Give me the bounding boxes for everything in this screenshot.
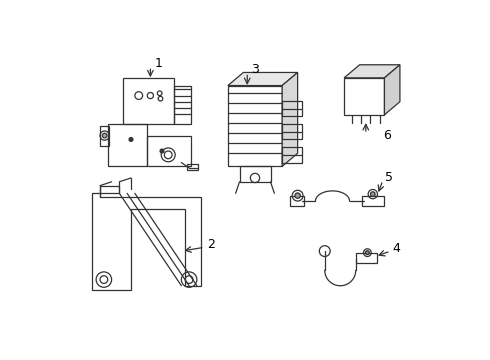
Bar bbox=[356, 253, 377, 264]
Bar bbox=[282, 147, 301, 163]
Bar bbox=[100, 126, 109, 145]
Bar bbox=[123, 78, 173, 124]
Circle shape bbox=[366, 251, 369, 255]
Circle shape bbox=[295, 193, 300, 198]
Bar bbox=[282, 124, 301, 139]
Text: 3: 3 bbox=[251, 63, 259, 76]
Bar bbox=[147, 136, 191, 166]
Bar bbox=[344, 78, 385, 115]
Bar bbox=[282, 101, 301, 116]
Text: 1: 1 bbox=[154, 57, 162, 70]
Circle shape bbox=[160, 149, 164, 153]
Circle shape bbox=[129, 138, 133, 141]
Bar bbox=[108, 124, 147, 166]
Text: 6: 6 bbox=[383, 129, 391, 142]
Bar bbox=[173, 86, 191, 124]
Text: 4: 4 bbox=[392, 242, 400, 255]
Bar bbox=[187, 164, 198, 170]
Polygon shape bbox=[228, 72, 297, 86]
Bar bbox=[240, 166, 270, 182]
Polygon shape bbox=[385, 65, 400, 115]
Circle shape bbox=[370, 192, 375, 197]
Bar bbox=[362, 196, 384, 206]
Circle shape bbox=[102, 133, 107, 138]
Bar bbox=[228, 86, 282, 166]
Text: 2: 2 bbox=[207, 238, 215, 251]
Bar bbox=[290, 196, 304, 206]
Polygon shape bbox=[344, 65, 400, 78]
Text: 5: 5 bbox=[385, 171, 393, 184]
Polygon shape bbox=[282, 72, 297, 166]
